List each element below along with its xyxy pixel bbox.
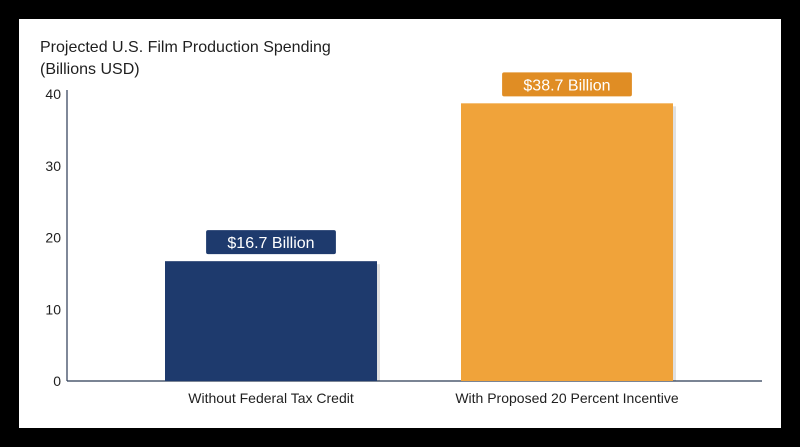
y-tick-label: 10 [45,301,61,317]
data-label: $38.7 Billion [523,77,610,94]
chart-subtitle: (Billions USD) [40,61,140,78]
data-label-badge [502,72,632,97]
chart-title: Projected U.S. Film Production Spending [40,39,331,56]
category-label: Without Federal Tax Credit [188,390,354,406]
data-label: $16.7 Billion [227,235,314,252]
y-tick-label: 0 [53,373,61,389]
y-tick-label: 20 [45,230,61,246]
y-tick-label: 30 [45,158,61,174]
data-label-badge [206,230,336,255]
category-label: With Proposed 20 Percent Incentive [455,390,679,406]
chart-frame: Projected U.S. Film Production Spending … [19,19,781,428]
bar-2 [461,103,673,381]
bar-chart: 0 10 20 30 40 $16.7 Billion Without Federal Ta… [45,72,762,406]
y-tick-label: 40 [45,86,61,102]
bar-1 [165,261,377,381]
